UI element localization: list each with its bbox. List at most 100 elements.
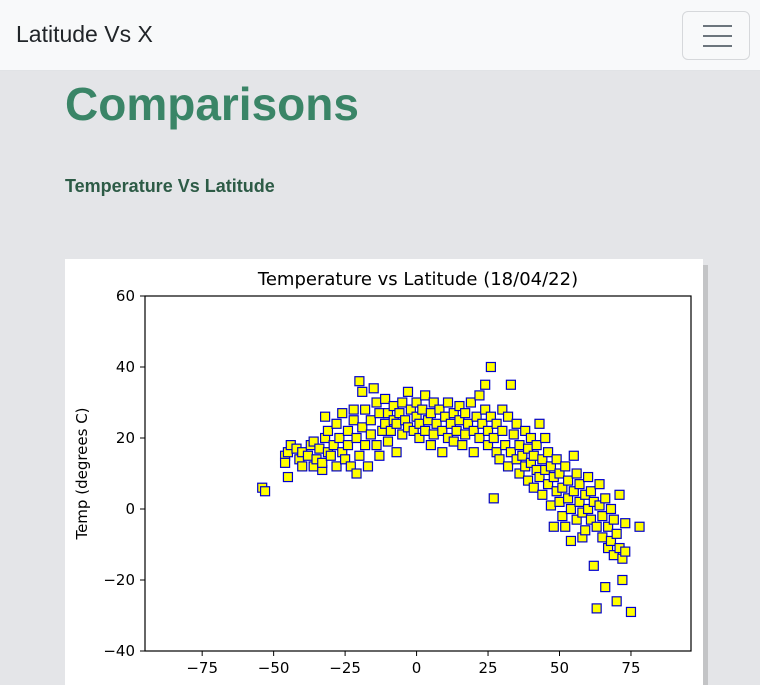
- data-point: [465, 397, 476, 408]
- data-point: [485, 361, 496, 373]
- data-point: [602, 521, 614, 532]
- data-point: [460, 429, 471, 440]
- data-point: [365, 429, 376, 440]
- data-point: [308, 436, 319, 447]
- data-point: [397, 429, 408, 440]
- data-point: [594, 479, 605, 490]
- x-tick-label: −75: [186, 659, 218, 677]
- data-point: [537, 454, 548, 465]
- data-point: [617, 574, 628, 586]
- data-point: [514, 468, 525, 479]
- data-point: [565, 535, 577, 547]
- data-point: [371, 440, 382, 451]
- data-point: [537, 489, 548, 500]
- data-point: [557, 482, 568, 493]
- data-point: [591, 603, 602, 614]
- navbar-toggler-button[interactable]: [682, 11, 750, 60]
- data-point: [517, 450, 528, 461]
- data-point: [565, 503, 577, 515]
- data-point: [531, 440, 542, 451]
- data-point: [625, 606, 637, 618]
- data-point: [354, 376, 365, 387]
- data-point: [348, 415, 359, 426]
- data-point: [342, 425, 354, 436]
- data-point: [351, 468, 362, 479]
- data-point: [302, 450, 314, 461]
- data-point: [297, 461, 308, 472]
- chart-title: Temperature vs Latitude (18/04/22): [257, 269, 578, 290]
- y-axis-label: Temp (degrees C): [73, 407, 91, 540]
- data-point: [340, 454, 351, 465]
- data-point: [348, 404, 359, 415]
- x-tick-label: 50: [550, 659, 569, 677]
- data-point: [434, 404, 445, 415]
- data-point: [582, 503, 594, 515]
- data-point: [508, 429, 519, 440]
- data-point: [502, 461, 514, 472]
- data-point: [259, 486, 271, 497]
- x-tick-label: 0: [412, 659, 422, 677]
- data-point: [548, 521, 559, 532]
- data-point: [571, 468, 582, 479]
- data-point: [600, 493, 611, 504]
- data-point: [394, 408, 405, 419]
- y-tick-label: −40: [103, 642, 135, 660]
- y-tick-label: 60: [116, 287, 135, 305]
- data-point: [442, 397, 454, 408]
- data-point: [528, 482, 539, 493]
- data-point: [597, 532, 608, 543]
- data-point: [634, 521, 645, 532]
- data-point: [448, 436, 459, 447]
- data-point: [468, 447, 479, 458]
- data-point: [319, 411, 331, 422]
- data-point: [600, 582, 611, 593]
- x-tick-label: −50: [258, 659, 290, 677]
- data-point: [557, 511, 568, 522]
- data-point: [477, 418, 488, 429]
- data-point: [554, 468, 565, 479]
- data-point: [542, 447, 554, 458]
- data-point: [405, 404, 416, 415]
- navbar-brand[interactable]: Latitude Vs X: [16, 21, 153, 47]
- data-point: [588, 560, 599, 571]
- data-point: [585, 514, 597, 525]
- data-point: [542, 479, 554, 490]
- plot-frame: [144, 295, 692, 652]
- data-point: [585, 486, 597, 497]
- data-point: [582, 471, 594, 483]
- data-point: [591, 521, 602, 532]
- data-point: [505, 447, 517, 458]
- data-point: [420, 425, 431, 436]
- data-point: [437, 447, 448, 458]
- y-tick-label: 0: [125, 500, 135, 518]
- data-point: [580, 525, 591, 536]
- data-point: [314, 443, 325, 454]
- data-point: [497, 425, 508, 436]
- data-point: [545, 461, 557, 472]
- data-point: [608, 514, 619, 525]
- data-point: [417, 404, 428, 415]
- y-tick-label: −20: [103, 571, 135, 589]
- data-point: [528, 450, 539, 461]
- data-point: [474, 432, 485, 444]
- data-point: [357, 422, 368, 433]
- data-point: [328, 440, 339, 451]
- data-point: [380, 393, 391, 405]
- data-point: [611, 528, 622, 539]
- data-point: [368, 383, 379, 394]
- data-point: [520, 425, 531, 436]
- data-point: [345, 461, 356, 472]
- data-point: [562, 475, 574, 486]
- data-point: [351, 432, 362, 444]
- x-tick-label: 25: [478, 659, 497, 677]
- data-point: [511, 418, 522, 429]
- data-point: [462, 418, 474, 429]
- data-point: [382, 436, 394, 447]
- data-point: [402, 386, 414, 397]
- data-point: [482, 425, 494, 436]
- data-point: [457, 440, 468, 451]
- data-point: [502, 411, 514, 422]
- data-point: [551, 454, 562, 465]
- data-point: [391, 418, 402, 429]
- data-point: [605, 503, 617, 515]
